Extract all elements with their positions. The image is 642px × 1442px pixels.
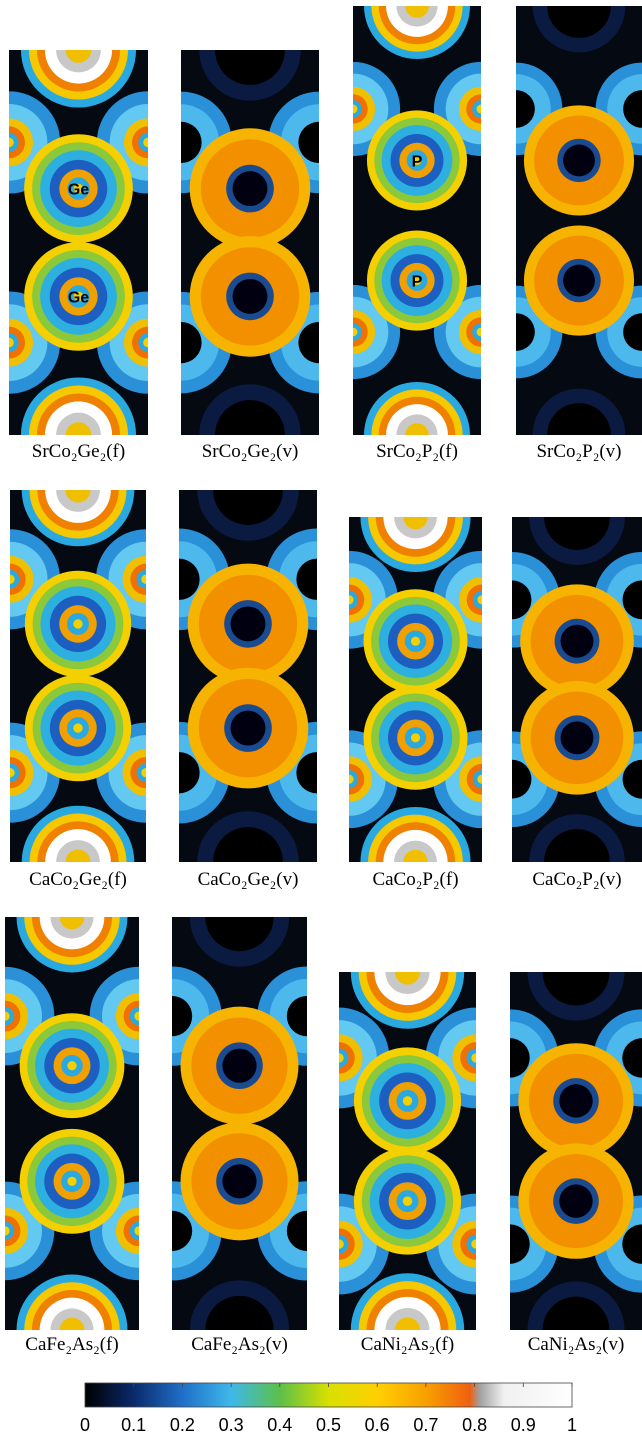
- atom-label: P: [412, 274, 423, 291]
- panel-label: CaCo₂Ge₂(v): [198, 869, 299, 890]
- elf-panel: [128, 439, 368, 913]
- colorbar-tick-label: 0: [80, 1415, 90, 1435]
- colorbar-tick-label: 0.5: [316, 1415, 341, 1435]
- panel-label: CaNi₂As₂(v): [528, 1334, 625, 1355]
- colorbar-tick-label: 0.4: [267, 1415, 292, 1435]
- elf-panel: [289, 915, 527, 1386]
- atom-label: P: [412, 153, 423, 170]
- colorbar-tick-label: 0.1: [121, 1415, 146, 1435]
- panel-label: SrCo₂Ge₂(f): [32, 441, 125, 462]
- panel-label: SrCo₂Ge₂(v): [202, 441, 299, 462]
- panel-label: CaFe₂As₂(f): [25, 1334, 118, 1355]
- panel-label: CaFe₂As₂(v): [191, 1334, 288, 1355]
- elf-panel: [470, 0, 642, 481]
- colorbar-tick-label: 0.7: [413, 1415, 438, 1435]
- panel-label: SrCo₂P₂(v): [536, 441, 621, 462]
- atom-label: Ge: [68, 289, 89, 306]
- colorbar-tick-label: 1: [567, 1415, 577, 1435]
- elf-panel: [464, 469, 642, 910]
- colorbar-tick-label: 0.2: [170, 1415, 195, 1435]
- panel-label: CaCo₂Ge₂(f): [29, 869, 127, 890]
- elf-panel: PP: [306, 0, 528, 488]
- colorbar-tick-label: 0.3: [219, 1415, 244, 1435]
- panel-label: CaNi₂As₂(f): [361, 1334, 454, 1355]
- colorbar-tick-label: 0.6: [365, 1415, 390, 1435]
- figure: GeGePP SrCo₂Ge₂(f)SrCo₂Ge₂(v)SrCo₂P₂(f)S…: [0, 0, 642, 1437]
- panel-label: CaCo₂P₂(v): [532, 869, 621, 890]
- colorbar-tick-label: 0.9: [511, 1415, 536, 1435]
- elf-panel: [461, 923, 642, 1378]
- panel-label: SrCo₂P₂(f): [376, 441, 458, 462]
- panel-label: CaCo₂P₂(f): [372, 869, 458, 890]
- elf-panel: [0, 434, 196, 919]
- elf-panel: [0, 862, 188, 1386]
- colorbar-tick-label: 0.8: [462, 1415, 487, 1435]
- elf-panel: Ge Ge: [0, 0, 199, 493]
- elf-panel: [122, 867, 356, 1379]
- atom-label: Ge: [68, 182, 89, 199]
- elf-panel: [300, 462, 531, 917]
- elf-panel: [130, 0, 370, 486]
